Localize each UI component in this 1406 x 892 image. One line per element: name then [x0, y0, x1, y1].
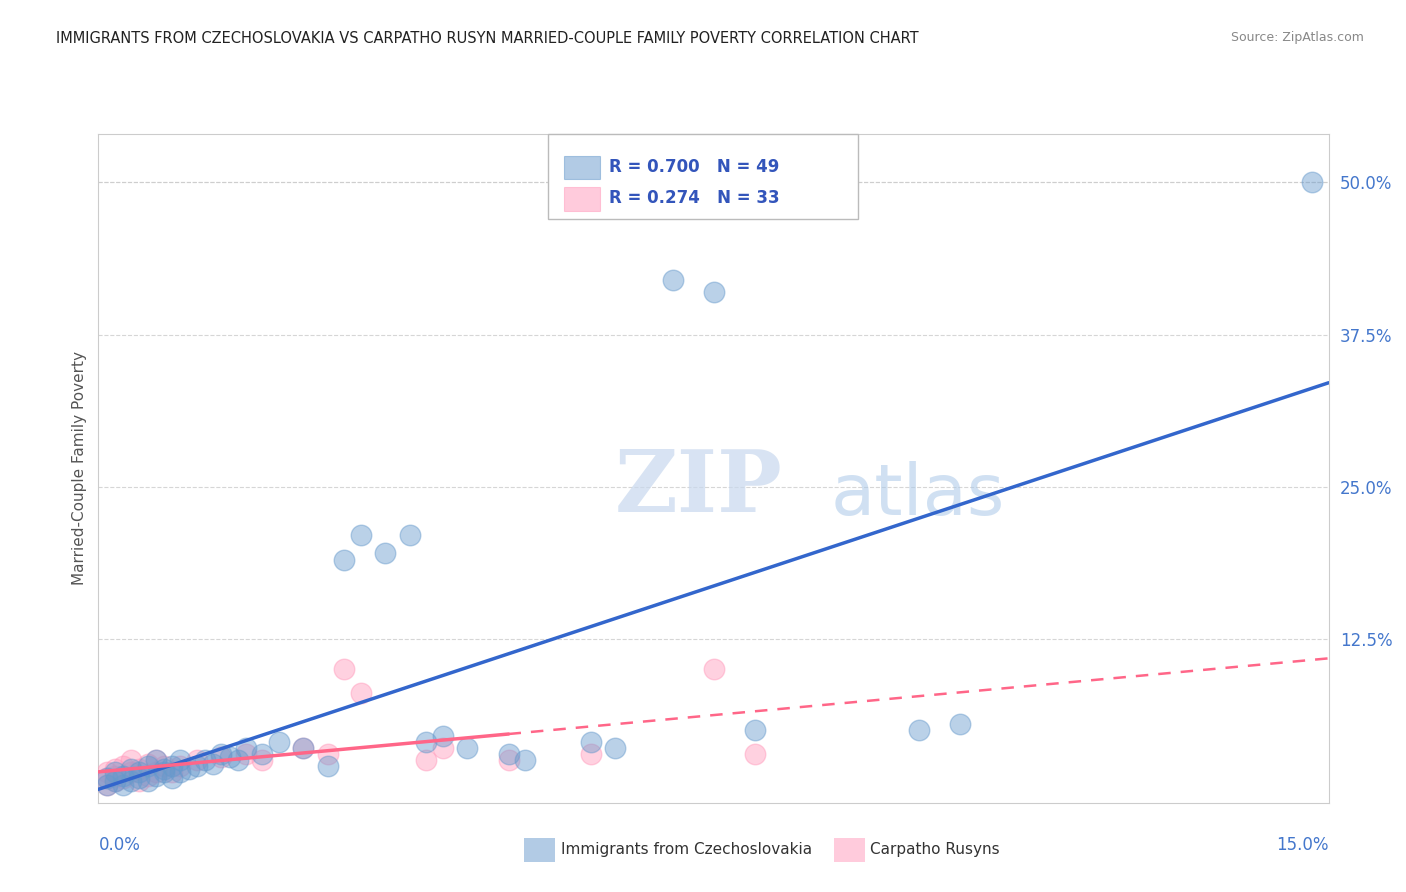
Text: 15.0%: 15.0% [1277, 837, 1329, 855]
Point [120, 762, 142, 776]
Point [120, 753, 142, 767]
Point [104, 765, 127, 780]
Point [292, 741, 315, 756]
Point [128, 762, 150, 776]
Text: ZIP: ZIP [616, 446, 783, 531]
Point [169, 765, 191, 780]
Point [350, 528, 373, 542]
Point [136, 756, 159, 771]
Point [194, 753, 217, 767]
Point [162, 759, 183, 773]
Point [226, 753, 249, 767]
Text: R = 0.274   N = 33: R = 0.274 N = 33 [609, 189, 779, 207]
Point [145, 765, 167, 780]
Point [1301, 176, 1323, 190]
Point [128, 772, 150, 786]
Point [128, 773, 150, 788]
Text: R = 0.700   N = 49: R = 0.700 N = 49 [609, 158, 779, 176]
Point [169, 753, 191, 767]
Point [252, 747, 274, 761]
Point [605, 741, 627, 756]
Point [162, 772, 183, 786]
Point [136, 773, 159, 788]
Point [661, 273, 683, 287]
Point [350, 686, 373, 700]
Point [498, 753, 520, 767]
Point [316, 747, 339, 761]
Point [292, 741, 315, 756]
Point [112, 769, 135, 783]
Point [252, 753, 274, 767]
Point [218, 749, 240, 764]
Point [153, 762, 176, 776]
Point [949, 716, 972, 731]
Point [235, 747, 257, 761]
Point [579, 735, 602, 749]
Point [112, 778, 135, 792]
Point [145, 769, 167, 783]
Point [235, 741, 257, 756]
Point [498, 747, 520, 761]
Text: Source: ZipAtlas.com: Source: ZipAtlas.com [1230, 31, 1364, 45]
Text: atlas: atlas [831, 460, 1005, 530]
Point [333, 662, 356, 676]
Point [112, 759, 135, 773]
Point [120, 765, 142, 780]
Point [177, 762, 200, 776]
Point [513, 753, 536, 767]
Point [145, 753, 167, 767]
Point [112, 772, 135, 786]
Point [202, 756, 225, 771]
Point [96, 772, 118, 786]
Point [128, 765, 150, 780]
Point [96, 772, 118, 786]
Point [907, 723, 929, 737]
Point [120, 773, 142, 788]
Point [136, 769, 159, 783]
Y-axis label: Married-Couple Family Poverty: Married-Couple Family Poverty [72, 351, 87, 585]
Point [104, 773, 127, 788]
Text: Immigrants from Czechoslovakia: Immigrants from Czechoslovakia [561, 842, 813, 856]
Point [744, 723, 766, 737]
Point [415, 753, 437, 767]
Point [457, 741, 479, 756]
Point [104, 773, 127, 788]
Point [415, 735, 437, 749]
Point [96, 765, 118, 780]
Text: IMMIGRANTS FROM CZECHOSLOVAKIA VS CARPATHO RUSYN MARRIED-COUPLE FAMILY POVERTY C: IMMIGRANTS FROM CZECHOSLOVAKIA VS CARPAT… [56, 31, 920, 46]
Point [153, 765, 176, 780]
Point [432, 729, 454, 743]
Point [399, 528, 422, 542]
Point [186, 753, 208, 767]
Point [145, 753, 167, 767]
Point [744, 747, 766, 761]
Point [432, 741, 454, 756]
Point [211, 749, 233, 764]
Point [186, 759, 208, 773]
Point [153, 759, 176, 773]
Point [136, 759, 159, 773]
Point [104, 769, 127, 783]
Point [333, 552, 356, 566]
Point [703, 662, 725, 676]
Point [104, 762, 127, 776]
Text: Carpatho Rusyns: Carpatho Rusyns [870, 842, 1000, 856]
Point [703, 285, 725, 299]
Point [162, 765, 183, 780]
Point [96, 778, 118, 792]
Point [579, 747, 602, 761]
Text: 0.0%: 0.0% [98, 837, 141, 855]
Point [211, 747, 233, 761]
Point [316, 759, 339, 773]
Point [169, 759, 191, 773]
Point [374, 546, 396, 560]
Point [96, 778, 118, 792]
Point [267, 735, 290, 749]
